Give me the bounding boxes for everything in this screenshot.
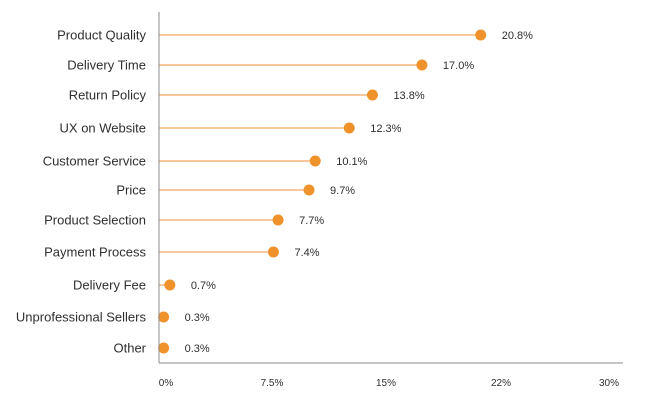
category-label: Product Quality <box>57 28 146 43</box>
value-label: 17.0% <box>443 60 474 72</box>
category-label: UX on Website <box>60 121 146 136</box>
category-label: Delivery Fee <box>73 278 146 293</box>
axes-group <box>158 12 623 364</box>
value-label: 7.7% <box>299 215 324 227</box>
x-tick-label: 15% <box>376 378 396 389</box>
data-point <box>272 214 284 226</box>
data-point <box>164 279 176 291</box>
data-point <box>343 122 355 134</box>
data-point <box>267 246 279 258</box>
data-point <box>366 89 378 101</box>
category-label: Unprofessional Sellers <box>16 310 147 325</box>
category-label: Customer Service <box>43 154 146 169</box>
data-point <box>475 29 487 41</box>
stems-group <box>159 34 481 349</box>
tick-labels-group: 0% 7.5% 15% 22% 30% <box>159 378 619 389</box>
category-labels-group: Product Quality Delivery Time Return Polic… <box>16 28 147 356</box>
value-label: 9.7% <box>330 185 355 197</box>
value-labels-group: 20.8% 17.0% 13.8% 12.3% 10.1% 9.7% 7.7% 7.4% 0.7… <box>185 30 533 355</box>
value-label: 0.3% <box>185 343 210 355</box>
value-label: 0.3% <box>185 312 210 324</box>
value-label: 13.8% <box>393 90 424 102</box>
category-label: Product Selection <box>44 213 146 228</box>
value-label: 7.4% <box>294 247 319 259</box>
value-label: 12.3% <box>370 123 401 135</box>
x-tick-label: 0% <box>159 378 174 389</box>
value-label: 20.8% <box>502 30 533 42</box>
category-label: Return Policy <box>69 88 147 103</box>
data-point <box>416 59 428 71</box>
markers-group <box>158 29 487 354</box>
x-tick-label: 30% <box>599 378 619 389</box>
category-label: Price <box>116 183 146 198</box>
data-point <box>158 342 170 354</box>
category-label: Other <box>113 341 146 356</box>
value-label: 0.7% <box>191 280 216 292</box>
data-point <box>158 311 170 323</box>
data-point <box>303 184 315 196</box>
x-tick-label: 22% <box>491 378 511 389</box>
x-tick-label: 7.5% <box>261 378 284 389</box>
value-label: 10.1% <box>336 156 367 168</box>
category-label: Delivery Time <box>67 58 146 73</box>
category-label: Payment Process <box>44 245 146 260</box>
data-point <box>309 155 321 167</box>
